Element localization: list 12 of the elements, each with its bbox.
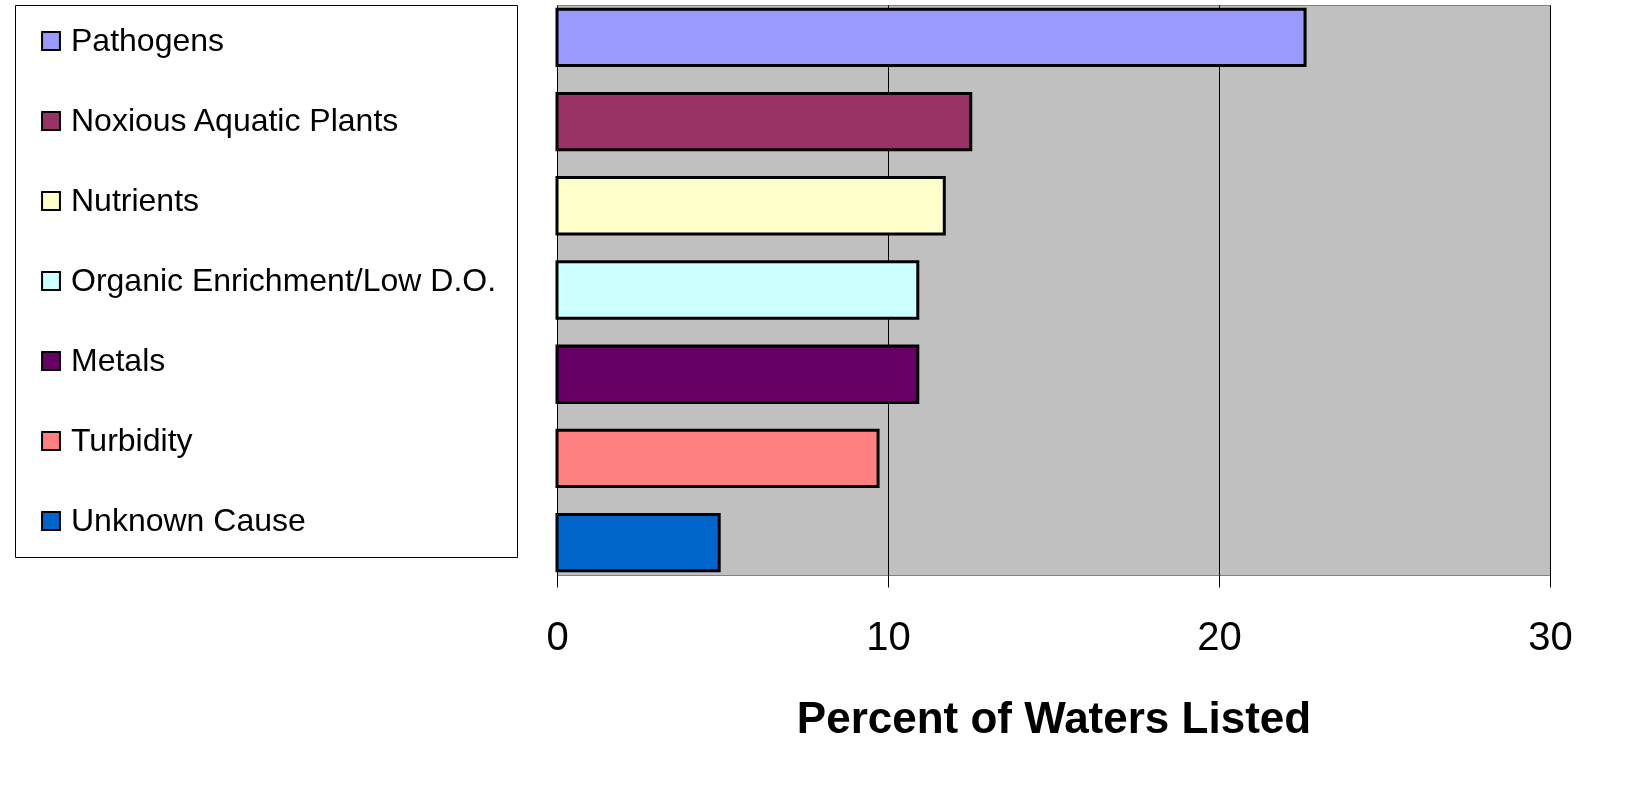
x-tick-label: 0 bbox=[546, 613, 569, 658]
legend-label: Pathogens bbox=[71, 22, 225, 58]
legend-label: Noxious Aquatic Plants bbox=[71, 102, 399, 138]
legend-label: Metals bbox=[71, 342, 166, 378]
legend-label: Nutrients bbox=[71, 182, 200, 218]
legend-label: Unknown Cause bbox=[71, 502, 306, 538]
x-tick-label: 30 bbox=[1528, 613, 1573, 658]
x-axis-title: Percent of Waters Listed bbox=[796, 692, 1312, 742]
x-tick-label: 20 bbox=[1197, 613, 1242, 658]
x-tick-label: 10 bbox=[866, 613, 911, 658]
legend-label: Turbidity bbox=[71, 422, 193, 458]
legend-label: Organic Enrichment/Low D.O. bbox=[71, 262, 497, 298]
